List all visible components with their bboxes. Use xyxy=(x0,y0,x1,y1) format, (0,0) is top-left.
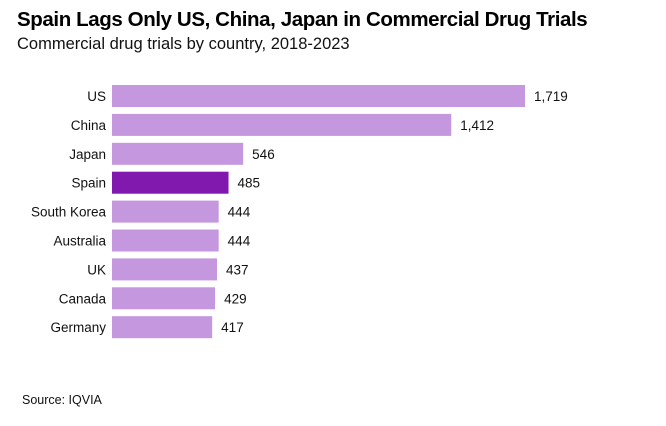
category-label-canada: Canada xyxy=(59,291,107,306)
bar-us xyxy=(112,85,525,107)
category-label-japan: Japan xyxy=(69,147,106,162)
value-label-spain: 485 xyxy=(238,176,261,191)
bar-canada xyxy=(112,287,216,310)
value-label-japan: 546 xyxy=(252,147,275,162)
category-label-south-korea: South Korea xyxy=(31,205,107,220)
category-label-germany: Germany xyxy=(50,320,106,335)
category-label-china: China xyxy=(71,118,107,133)
value-label-south-korea: 444 xyxy=(228,205,251,220)
value-label-australia: 444 xyxy=(228,234,251,249)
bar-germany xyxy=(112,316,213,339)
bar-uk xyxy=(112,258,217,281)
value-label-germany: 417 xyxy=(221,320,244,335)
category-label-australia: Australia xyxy=(53,234,106,249)
category-label-us: US xyxy=(87,89,106,104)
value-label-canada: 429 xyxy=(224,291,247,306)
bar-japan xyxy=(112,142,244,165)
chart-subtitle: Commercial drug trials by country, 2018-… xyxy=(17,35,350,53)
chart-title: Spain Lags Only US, China, Japan in Comm… xyxy=(17,8,588,31)
category-label-spain: Spain xyxy=(71,176,106,191)
bar-australia xyxy=(112,229,219,252)
bar-china xyxy=(112,113,452,136)
bar-south-korea xyxy=(112,200,219,223)
source-note: Source: IQVIA xyxy=(22,393,102,407)
bar-spain xyxy=(112,171,229,194)
category-label-uk: UK xyxy=(87,262,106,277)
value-label-china: 1,412 xyxy=(460,118,494,133)
value-label-uk: 437 xyxy=(226,262,249,277)
value-label-us: 1,719 xyxy=(534,89,568,104)
